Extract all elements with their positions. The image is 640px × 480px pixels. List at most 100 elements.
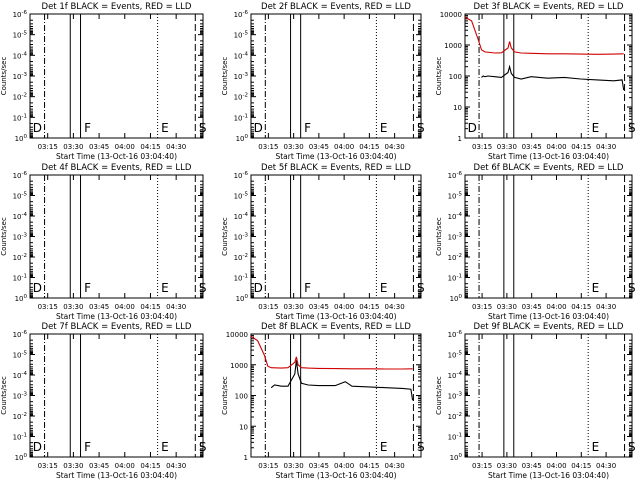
marker-label: E [592,121,600,135]
marker-label: D [254,121,263,135]
panel-title: Det 1f BLACK = Events, RED = LLD [42,2,192,12]
y-tick-label: 100 [15,134,28,143]
x-axis-label: Start Time (13-Oct-16 03:04:40) [488,312,609,321]
y-tick-label: 1000 [444,42,462,50]
x-tick-label: 03:15 [472,303,492,311]
x-tick-label: 03:15 [38,462,58,470]
y-tick-label: 10 [453,104,462,112]
x-tick-label: 03:30 [63,303,83,311]
y-tick-label: 10-3 [234,233,249,242]
y-tick-label: 10-6 [234,10,249,19]
y-tick-label: 10-4 [448,212,463,221]
series-lld [250,335,413,370]
x-tick-label: 03:45 [522,303,542,311]
marker-label: E [380,281,388,295]
y-tick-label: 10-1 [13,274,27,283]
x-tick-label: 04:30 [385,462,405,470]
y-tick-label: 1 [244,454,248,462]
y-tick-label: 10-4 [234,51,249,60]
panel-3: Det 3f BLACK = Events, RED = LLD10000100… [435,2,636,161]
y-tick-label: 10-2 [13,412,27,421]
marker-label: S [199,121,207,135]
marker-label: E [380,121,388,135]
marker-label: E [161,121,169,135]
x-tick-label: 04:00 [115,303,135,311]
x-axis-label: Start Time (13-Oct-16 03:04:40) [56,312,177,321]
x-tick-label: 04:30 [385,143,405,151]
marker-label: D [33,440,42,454]
x-tick-label: 04:00 [334,303,354,311]
x-tick-label: 03:30 [63,462,83,470]
panel-title: Det 9f BLACK = Events, RED = LLD [474,322,624,332]
x-tick-label: 03:30 [497,303,517,311]
x-tick-label: 04:30 [596,462,616,470]
marker-label: E [161,281,169,295]
y-tick-label: 100 [449,73,462,81]
y-axis-label: Counts/sec [0,376,8,415]
x-tick-label: 04:15 [571,143,591,151]
y-tick-label: 10-3 [13,233,28,242]
marker-label: E [161,440,169,454]
panel-5: Det 5f BLACK = Events, RED = LLD 100 10-1 1… [221,163,425,321]
x-tick-label: 03:45 [522,143,542,151]
y-tick-label: 10000 [440,11,462,19]
plot-frame [464,333,633,458]
plot-frame [29,333,204,458]
marker-label: E [592,281,600,295]
x-tick-label: 04:15 [359,303,379,311]
plot-frame [250,13,422,139]
x-tick-label: 04:00 [334,143,354,151]
x-tick-label: 03:15 [38,303,58,311]
panel-1: Det 1f BLACK = Events, RED = LLD 100 10-1 1… [0,2,206,161]
y-axis-label: Counts/sec [435,57,443,96]
panel-title: Det 6f BLACK = Events, RED = LLD [474,163,624,173]
x-tick-label: 04:30 [166,143,186,151]
x-tick-label: 04:30 [166,303,186,311]
y-tick-label: 10000 [226,331,248,339]
plot-frame [250,174,422,299]
panel-title: Det 5f BLACK = Events, RED = LLD [261,163,411,173]
marker-label: D [254,281,263,295]
x-tick-label: 04:30 [596,143,616,151]
y-tick-label: 100 [15,294,28,303]
x-tick-label: 04:00 [334,462,354,470]
y-axis-label: Counts/sec [0,217,8,256]
marker-label: S [417,281,425,295]
x-tick-label: 03:45 [309,462,329,470]
x-tick-label: 04:00 [546,462,566,470]
y-tick-label: 10-2 [448,253,462,262]
marker-label: S [628,281,636,295]
y-axis-label: Counts/sec [435,376,443,415]
x-tick-label: 04:15 [140,143,160,151]
x-tick-label: 04:15 [571,462,591,470]
x-tick-label: 03:45 [309,143,329,151]
x-tick-label: 04:00 [115,143,135,151]
x-tick-label: 03:30 [284,303,304,311]
y-tick-label: 10-3 [13,392,28,401]
plot-frame [464,174,633,299]
x-tick-label: 03:45 [309,303,329,311]
y-tick-label: 10-3 [448,233,463,242]
marker-label: F [84,440,91,454]
y-tick-label: 10-4 [448,371,463,380]
series-lld [464,16,624,55]
y-tick-label: 10-6 [13,10,28,19]
y-tick-label: 10-1 [13,433,27,442]
y-tick-label: 10-3 [448,392,463,401]
y-tick-label: 1 [458,135,462,143]
x-tick-label: 03:15 [38,143,58,151]
x-axis-label: Start Time (13-Oct-16 03:04:40) [275,312,396,321]
x-axis-label: Start Time (13-Oct-16 03:04:40) [56,471,177,480]
x-tick-label: 03:45 [89,143,109,151]
panel-title: Det 2f BLACK = Events, RED = LLD [261,2,411,12]
x-tick-label: 03:15 [258,143,278,151]
y-tick-label: 10-5 [13,31,28,40]
panel-9: Det 9f BLACK = Events, RED = LLD 100 10-1 1… [435,322,636,480]
x-tick-label: 04:15 [140,462,160,470]
y-axis-label: Counts/sec [221,376,229,415]
y-tick-label: 100 [15,453,28,462]
y-tick-label: 10-5 [234,192,249,201]
plot-frame [29,174,204,299]
y-tick-label: 10-2 [448,412,462,421]
